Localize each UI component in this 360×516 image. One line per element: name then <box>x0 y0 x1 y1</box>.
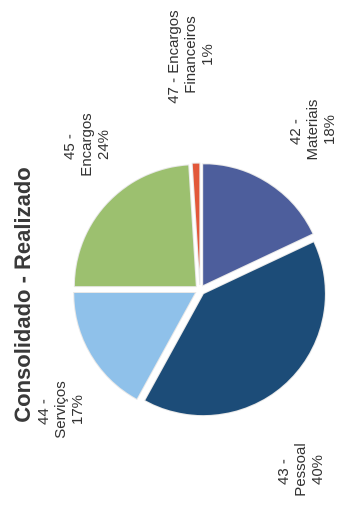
label-line: 43 - <box>275 455 292 485</box>
slice-value-label: 1% <box>199 44 216 66</box>
label-line: Financeiros <box>182 16 199 94</box>
slice-category-label: 42 - Materiais <box>287 100 321 161</box>
rotated-chart: Consolidado - Realizado 42 - Materiais 18… <box>10 6 338 496</box>
slice-category-label: 43 - Pessoal <box>275 443 309 496</box>
slice-category-label: 44 - Serviços <box>35 381 69 439</box>
slice-value-label: 17% <box>69 395 86 425</box>
slice-value-label: 18% <box>321 115 338 145</box>
slice-category-label: 47 - Encargos Financeiros <box>165 6 199 104</box>
label-line: Serviços <box>52 381 69 439</box>
slice-category-label: 45 - Encargos <box>61 113 95 176</box>
pie-slice <box>73 292 197 401</box>
chart-title: Consolidado - Realizado <box>10 167 35 422</box>
label-line: 42 - <box>287 115 304 145</box>
pie-slice <box>143 241 326 417</box>
label-line: Pessoal <box>292 443 309 496</box>
label-line: 47 - Encargos <box>165 6 182 104</box>
pie-slice <box>73 164 197 288</box>
slice-value-label: 24% <box>95 130 112 160</box>
pie-slice <box>191 162 201 286</box>
label-line: 45 - <box>61 130 78 160</box>
label-line: Materiais <box>304 100 321 161</box>
pie-slice <box>202 163 314 287</box>
label-line: 44 - <box>35 395 52 425</box>
label-line: Encargos <box>78 113 95 176</box>
slice-value-label: 40% <box>309 455 326 485</box>
